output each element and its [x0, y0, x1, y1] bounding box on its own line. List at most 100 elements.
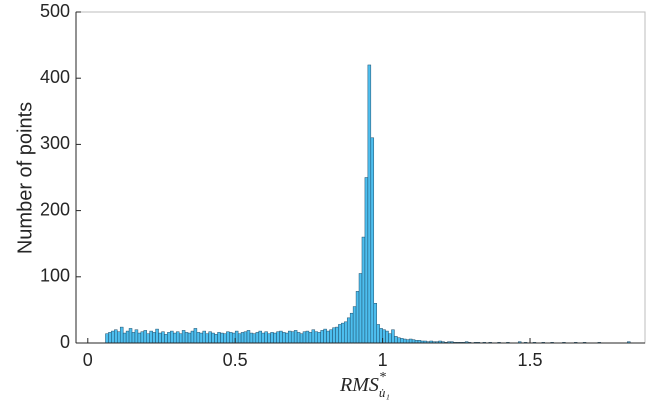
bar [305, 330, 310, 344]
x-tick-label: 0 [83, 350, 93, 370]
bar [181, 330, 186, 344]
bar [155, 328, 159, 344]
bar [187, 332, 192, 344]
bar [364, 177, 369, 344]
bar [134, 329, 139, 344]
bar [314, 331, 319, 344]
bar [273, 332, 277, 344]
y-axis-label: Number of points [14, 102, 36, 254]
bar [178, 333, 183, 344]
y-tick-label: 0 [60, 332, 70, 352]
bar [296, 332, 301, 344]
bar [391, 329, 395, 344]
bar [108, 332, 112, 344]
bar [311, 329, 316, 344]
x-tick-label: 1 [378, 350, 388, 370]
bar [349, 312, 354, 344]
bar [397, 337, 401, 344]
bar [376, 324, 380, 344]
x-label-sup: * [379, 370, 386, 385]
y-tick-label: 400 [40, 67, 70, 87]
bar [128, 328, 133, 344]
bar [125, 330, 130, 344]
bar [193, 328, 198, 344]
bar [317, 332, 321, 344]
bar [308, 332, 313, 344]
bar [252, 333, 257, 344]
bar [111, 330, 115, 344]
bar [196, 332, 201, 344]
bar [146, 333, 150, 344]
bar [149, 330, 153, 344]
bar [131, 332, 136, 344]
bar [302, 331, 307, 344]
bar [164, 334, 168, 344]
bar [329, 329, 333, 344]
bar [385, 330, 389, 344]
bar [394, 336, 398, 344]
bar [288, 330, 292, 344]
bar [249, 332, 254, 344]
bar [323, 328, 327, 344]
bar [402, 338, 407, 344]
bar [237, 333, 242, 344]
bar [264, 331, 268, 344]
bar [199, 332, 204, 344]
bar [258, 330, 262, 344]
bar [243, 331, 248, 344]
x-tick-label: 0.5 [223, 350, 248, 370]
bar [335, 326, 339, 344]
bar [344, 321, 348, 344]
bar [346, 317, 351, 344]
bar [400, 338, 404, 344]
bar [226, 331, 230, 344]
bar [341, 322, 345, 344]
bar [184, 332, 189, 344]
bar [367, 64, 372, 344]
bar [158, 332, 162, 344]
bar [326, 330, 330, 344]
bar [358, 273, 363, 344]
y-tick-label: 100 [40, 266, 70, 286]
x-tick-label: 1.5 [518, 350, 543, 370]
bar [261, 332, 265, 344]
bar [223, 333, 227, 344]
bar [279, 330, 283, 344]
bar [229, 332, 233, 344]
bar [170, 330, 174, 344]
bar [220, 332, 224, 344]
x-label-base: RMS [339, 374, 379, 396]
y-tick-label: 200 [40, 199, 70, 219]
bar [370, 137, 375, 344]
bar [293, 330, 298, 344]
bar [217, 332, 221, 344]
x-axis-label: RMS* u̇₁ [339, 370, 390, 400]
bar [285, 332, 289, 344]
bar [320, 330, 324, 344]
y-tick-label: 300 [40, 133, 70, 153]
bar [373, 303, 377, 344]
bar [246, 330, 251, 344]
bar [173, 332, 177, 344]
bar [276, 331, 280, 344]
bar [175, 331, 180, 344]
bar [205, 333, 209, 344]
bar [214, 334, 218, 344]
bar [119, 326, 124, 344]
bar [114, 329, 118, 344]
bar [190, 330, 195, 344]
bar [211, 332, 215, 344]
bar [290, 331, 295, 344]
bar [140, 331, 145, 344]
bar [208, 331, 212, 344]
bar [167, 332, 171, 344]
bar [267, 333, 271, 344]
x-label-sub: u̇₁ [379, 385, 390, 400]
bar [152, 332, 156, 344]
bar [352, 306, 357, 344]
bar [255, 332, 260, 344]
bar [137, 332, 142, 344]
bar [408, 338, 413, 344]
y-tick-label: 500 [40, 1, 70, 21]
